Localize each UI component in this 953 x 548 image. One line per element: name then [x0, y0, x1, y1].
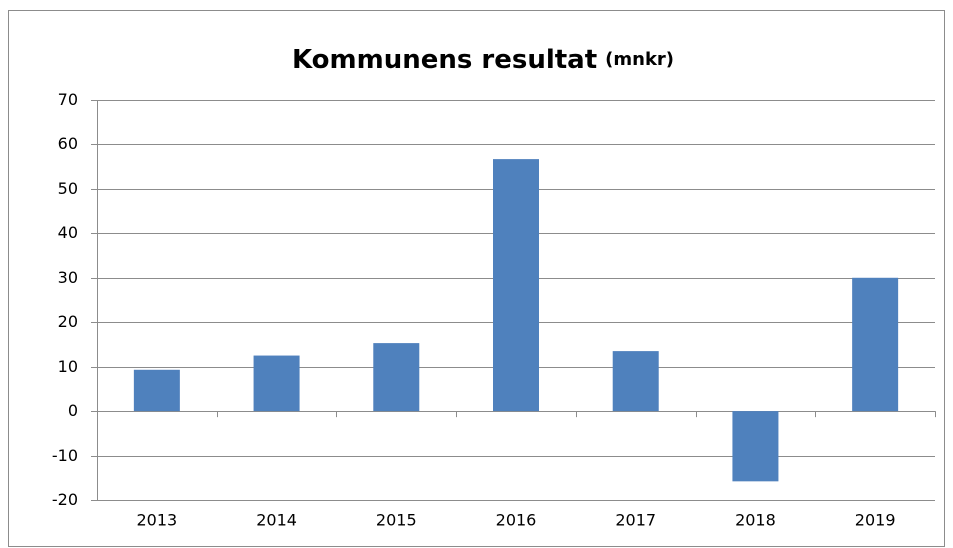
x-tick-label: 2017 — [615, 511, 656, 530]
chart-title: Kommunens resultat — [292, 45, 597, 75]
bar — [373, 343, 420, 412]
bar — [493, 159, 539, 412]
x-tick-label: 2018 — [735, 511, 776, 530]
x-tick-label: 2014 — [256, 511, 297, 530]
y-tick-label: 30 — [58, 268, 78, 287]
bar — [852, 277, 899, 412]
bar — [732, 411, 779, 482]
bar — [253, 355, 300, 412]
x-tick-label: 2013 — [136, 511, 177, 530]
y-tick-label: 50 — [58, 179, 78, 198]
chart-title-group: Kommunens resultat (mnkr) — [292, 45, 674, 75]
y-tick-label: 0 — [68, 401, 78, 420]
y-tick-label: 70 — [58, 90, 78, 109]
bar — [133, 369, 180, 412]
y-tick-label: 60 — [58, 134, 78, 153]
x-tick-label: 2016 — [496, 511, 537, 530]
y-tick-label: 20 — [58, 312, 78, 331]
y-tick-label: 40 — [58, 223, 78, 242]
y-tick-label: -10 — [52, 446, 78, 465]
bar — [612, 351, 659, 412]
x-tick-label: 2015 — [376, 511, 417, 530]
chart-title-unit: (mnkr) — [605, 49, 674, 70]
y-tick-label: 10 — [58, 357, 78, 376]
x-tick-label: 2019 — [855, 511, 896, 530]
y-tick-label: -20 — [52, 490, 78, 509]
